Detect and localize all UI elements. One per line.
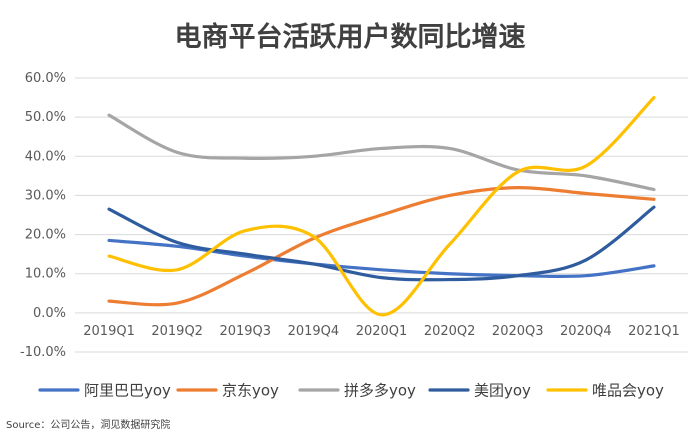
x-tick-label: 2020Q2 [424,324,476,339]
series-line-1 [107,185,656,307]
y-axis: 60.0% 50.0% 40.0% 30.0% 20.0% 10.0% 0.0% -10.0% [20,71,66,360]
source-note: Source：公司公告，洞见数据研究院 [6,418,170,431]
grid [75,77,688,353]
y-tick-label: 60.0% [25,71,66,86]
legend-label: 美团yoy [474,382,531,400]
legend-label: 京东yoy [222,382,279,400]
series-line-4 [107,95,656,317]
y-tick-label: 50.0% [25,110,66,125]
legend-label: 唯品会yoy [592,382,664,400]
y-tick-label: 0.0% [33,306,66,321]
x-tick-label: 2019Q4 [288,324,340,339]
x-tick-label: 2021Q1 [628,324,680,339]
x-tick-label: 2020Q3 [492,324,544,339]
series-line-3 [107,205,656,282]
x-tick-label: 2019Q1 [83,324,135,339]
series-line-0 [107,238,656,279]
y-tick-label: 40.0% [25,149,66,164]
legend: 阿里巴巴yoy 京东yoy 拼多多yoy 美团yoy 唯品会yoy [38,382,664,400]
legend-label: 拼多多yoy [344,382,416,400]
y-tick-label: 30.0% [25,188,66,203]
series-lines [107,95,656,317]
x-tick-label: 2019Q2 [151,324,203,339]
x-tick-label: 2020Q1 [356,324,408,339]
x-axis: 2019Q1 2019Q2 2019Q3 2019Q4 2020Q1 2020Q2 2020… [83,324,679,339]
x-tick-label: 2020Q4 [560,324,612,339]
y-tick-label: 20.0% [25,228,66,243]
y-tick-label: -10.0% [20,345,66,360]
x-tick-label: 2019Q3 [219,324,271,339]
series-line-2 [107,113,656,192]
y-tick-label: 10.0% [25,267,66,282]
chart-title: 电商平台活跃用户数同比增速 [175,21,526,53]
legend-label: 阿里巴巴yoy [84,382,171,400]
